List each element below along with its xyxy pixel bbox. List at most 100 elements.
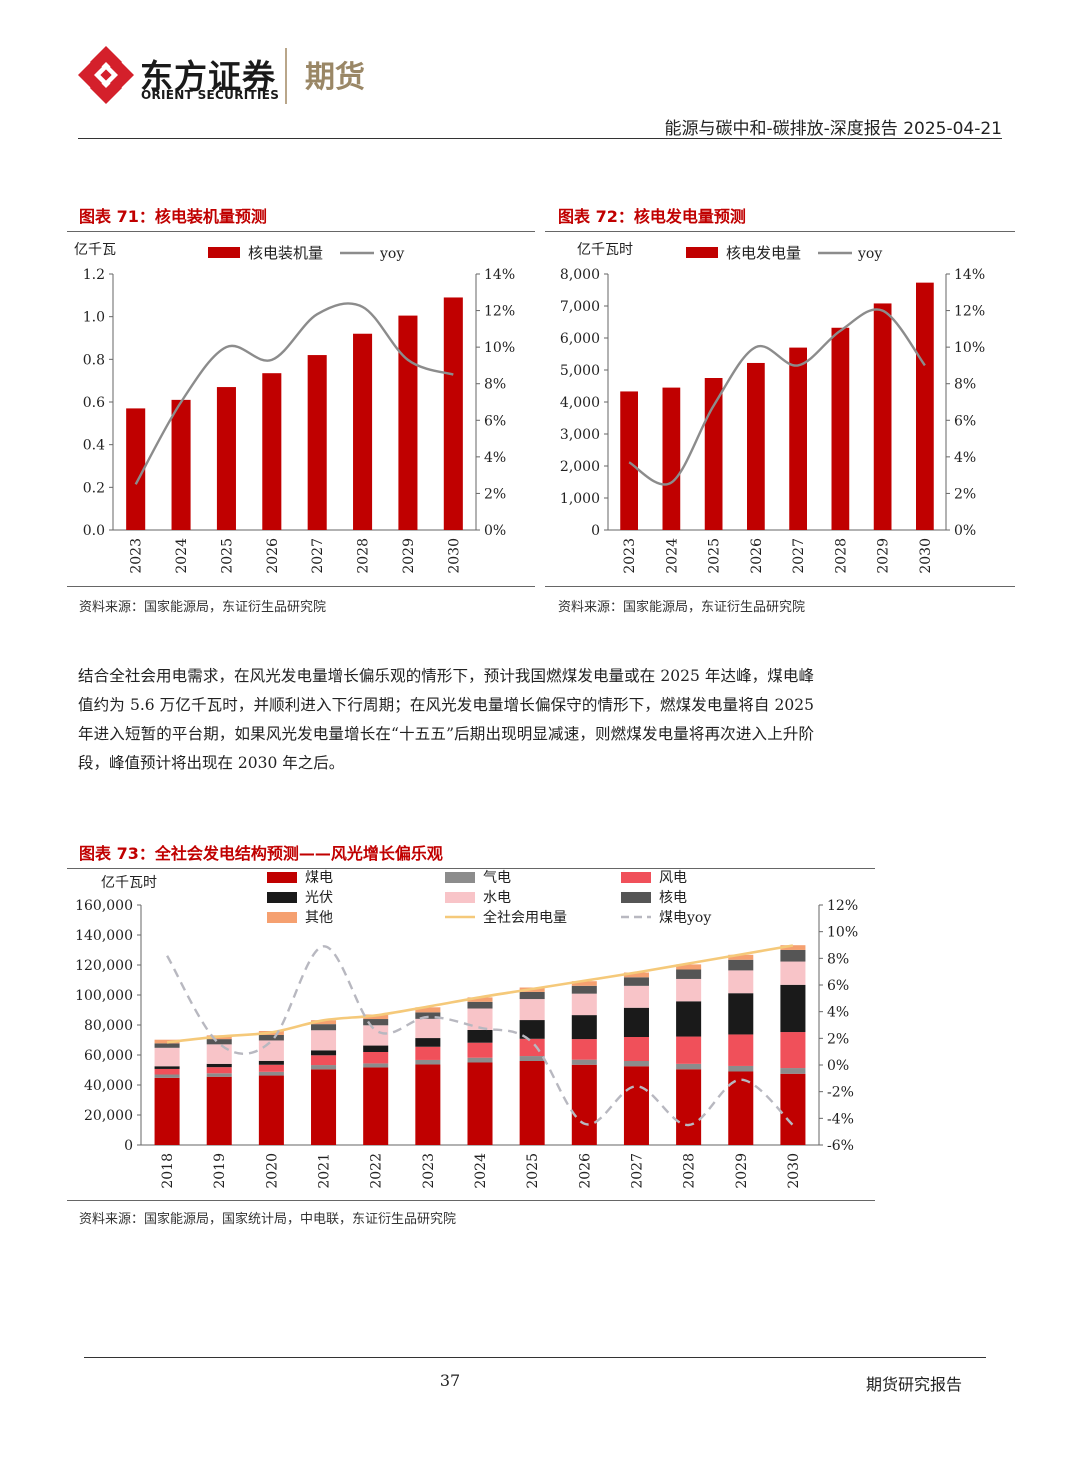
brand-name-cn: 东方证券: [140, 57, 276, 96]
coal-yoy-line: [166, 945, 794, 1127]
header-divider: [78, 138, 1002, 139]
stacked-bar-segment: [467, 1062, 493, 1145]
fig73-source: 资料来源：国家能源局，国家统计局，中电联，东证衍生品研究院: [79, 1212, 457, 1227]
y2-tick-label: 12%: [954, 304, 985, 320]
y2-tick-label: 8%: [954, 377, 976, 393]
legend-swatch: [267, 872, 297, 883]
x-tick-label: 2030: [786, 1153, 802, 1189]
stacked-bar-segment: [728, 1034, 754, 1066]
bar: [704, 378, 723, 530]
stacked-bar-segment: [571, 1015, 597, 1040]
stacked-bar-segment: [206, 1067, 232, 1074]
stacked-bar-segment: [519, 1056, 545, 1061]
stacked-bar-segment: [780, 1073, 806, 1145]
stacked-bar-segment: [258, 1071, 284, 1076]
stacked-bar-segment: [415, 1046, 441, 1060]
stacked-bar-segment: [676, 964, 702, 970]
x-tick-label: 2030: [446, 538, 462, 574]
x-tick-label: 2024: [473, 1153, 489, 1189]
stacked-bar-segment: [363, 1019, 389, 1026]
bar: [307, 355, 327, 530]
bar: [443, 297, 463, 530]
y2-tick-label: 10%: [484, 340, 515, 356]
legend-label: 光伏: [305, 890, 333, 906]
bar: [916, 282, 934, 530]
x-tick-label: 2027: [629, 1153, 645, 1189]
y-tick-label: 0.2: [83, 480, 105, 496]
y2-tick-label: 8%: [484, 377, 506, 393]
stacked-bar-segment: [311, 1050, 337, 1056]
legend-label: 煤电yoy: [659, 910, 711, 926]
stacked-bar-segment: [415, 1038, 441, 1047]
stacked-bar-segment: [780, 961, 806, 985]
stacked-bar-segment: [311, 1030, 337, 1051]
stacked-bar-segment: [154, 1047, 180, 1067]
stacked-bar-segment: [676, 1036, 702, 1064]
brand-subtitle: 期货: [305, 60, 365, 95]
stacked-bar-segment: [415, 1007, 441, 1013]
y-tick-label: 80,000: [84, 1018, 133, 1034]
stacked-bar-segment: [415, 1012, 441, 1019]
y2-tick-label: 0%: [827, 1058, 849, 1074]
stacked-bar-segment: [780, 984, 806, 1033]
legend-swatch-bars: [686, 247, 718, 258]
bar: [662, 387, 681, 530]
y-tick-label: 100,000: [75, 988, 133, 1004]
x-tick-label: 2026: [265, 538, 281, 574]
y2-tick-label: 12%: [827, 898, 858, 914]
stacked-bar-segment: [311, 1024, 337, 1031]
fig71-chart: 0.0 0.2 0.4 0.6 0.8 1.0 1.2 0% 2% 4% 6% 8% 10% 12% 14%…: [74, 242, 515, 574]
y2-tick-label: 6%: [484, 413, 506, 429]
x-tick-label: 2023: [421, 1153, 437, 1189]
bar: [262, 373, 282, 530]
x-tick-label: 2027: [310, 538, 326, 574]
footer-divider: [84, 1357, 986, 1358]
legend-swatch: [621, 892, 651, 903]
total-consumption-line: [166, 944, 794, 1044]
bar: [398, 315, 418, 530]
x-tick-label: 2024: [664, 538, 680, 574]
fig73-top-rule: [67, 868, 875, 869]
stacked-bar-segment: [571, 1039, 597, 1060]
stacked-bar-segment: [623, 1037, 649, 1061]
x-tick-label: 2027: [791, 538, 807, 574]
y2-tick-label: 0%: [484, 523, 506, 539]
y2-tick-label: 4%: [484, 450, 506, 466]
fig73-title: 图表 73：全社会发电结构预测——风光增长偏乐观: [79, 844, 443, 863]
stacked-bar-segment: [571, 985, 597, 994]
y-tick-label: 6,000: [560, 331, 600, 347]
orient-securities-logo-icon: [78, 46, 134, 104]
y-axis-label: 亿千瓦时: [577, 242, 633, 258]
stacked-bar-segment: [780, 1032, 806, 1069]
brand-name-en: ORIENT SECURITIES: [141, 88, 280, 102]
x-tick-label: 2025: [707, 538, 723, 574]
y-tick-label: 1,000: [560, 491, 600, 507]
x-tick-label: 2029: [876, 538, 892, 574]
stacked-bar-segment: [363, 1025, 389, 1046]
stacked-bar-segment: [623, 977, 649, 986]
stacked-bar-segment: [206, 1039, 232, 1045]
legend-label-line: yoy: [857, 246, 882, 262]
brand-divider: [285, 48, 287, 104]
stacked-bar-segment: [571, 1059, 597, 1065]
legend-swatch: [267, 912, 297, 923]
stacked-bar-segment: [311, 1055, 337, 1066]
bar: [216, 387, 236, 530]
y2-tick-label: 10%: [827, 925, 858, 941]
y-tick-label: 140,000: [75, 928, 133, 944]
bar: [789, 347, 807, 530]
stacked-bar-segment: [519, 999, 545, 1021]
x-tick-label: 2028: [356, 538, 372, 574]
legend-label-bars: 核电装机量: [248, 244, 323, 262]
stacked-bar-segment: [258, 1034, 284, 1041]
y2-tick-label: -2%: [827, 1085, 854, 1101]
y-tick-label: 2,000: [560, 459, 600, 475]
y-tick-label: 7,000: [560, 299, 600, 315]
y-tick-label: 0.0: [83, 523, 105, 539]
x-tick-label: 2025: [525, 1153, 541, 1189]
stacked-bar-segment: [519, 1038, 545, 1057]
stacked-bar-segment: [311, 1020, 337, 1025]
legend-label: 全社会用电量: [483, 909, 567, 926]
x-tick-label: 2023: [622, 538, 638, 574]
legend-label: 其他: [305, 910, 333, 926]
